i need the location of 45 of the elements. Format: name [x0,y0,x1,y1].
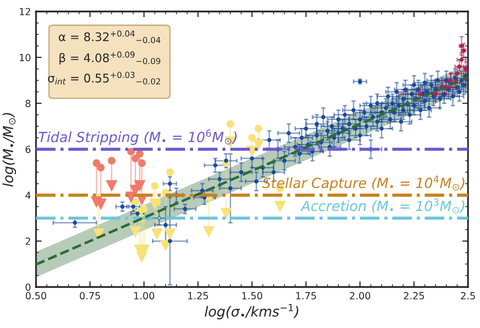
point [138,159,146,167]
ref-line-label: Stellar Capture (M$_{•}$ = 10$^{4}$M$_{⊙}$) [262,176,464,191]
point [418,92,423,96]
x-tick-label: 2.5 [460,292,475,300]
point [166,168,174,176]
point [108,156,116,165]
x-tick-label: 0.75 [80,292,100,300]
x-tick-label: 0.50 [26,292,46,300]
point [248,134,256,142]
point [151,228,163,240]
y-axis-title: log(M$_{•}$/M$_{⊙}$) [2,112,16,187]
x-tick-label: 1.75 [296,292,316,300]
point [274,200,286,212]
x-tick-label: 1.25 [188,292,208,300]
point [134,180,146,192]
y-tick-label: 2 [26,238,30,245]
point [220,208,232,220]
x-tick-label: 1.50 [242,292,262,300]
point [226,120,234,128]
point [202,226,215,238]
point [96,164,105,172]
x-tick-label: 1.00 [134,292,154,300]
annotation: β = 4.08$^{+0.09}$$_{−0.09}$ [60,51,160,65]
y-tick-label: 6 [26,146,31,154]
annotation: σ$_{int}$ = 0.55$^{+0.03}$$_{−0.02}$ [48,72,160,84]
x-tick-label: 2.25 [404,292,424,300]
point [150,182,159,190]
point [148,198,161,210]
ref-line-label: Accretion (M$_{•}$ = 10$^{3}$M$_{⊙}$) [300,198,464,214]
point [254,124,262,132]
y-tick-label: 12 [20,8,30,16]
point [252,138,264,150]
point [130,226,142,238]
x-tick-label: 2.00 [350,292,370,300]
y-tick-label: 0 [26,283,30,291]
point [106,180,118,192]
point [164,228,176,240]
y-tick-label: 10 [20,54,30,62]
x-axis-title: log(σ$_{•}$/kms$^{−1}$) [204,304,298,320]
point [136,150,144,158]
point [132,154,140,162]
point [92,159,100,167]
y-tick-label: 4 [25,192,31,199]
annotation: α = 8.32$^{+0.04}$$_{−0.04}$ [58,30,160,44]
y-tick-label: 8 [26,100,30,108]
